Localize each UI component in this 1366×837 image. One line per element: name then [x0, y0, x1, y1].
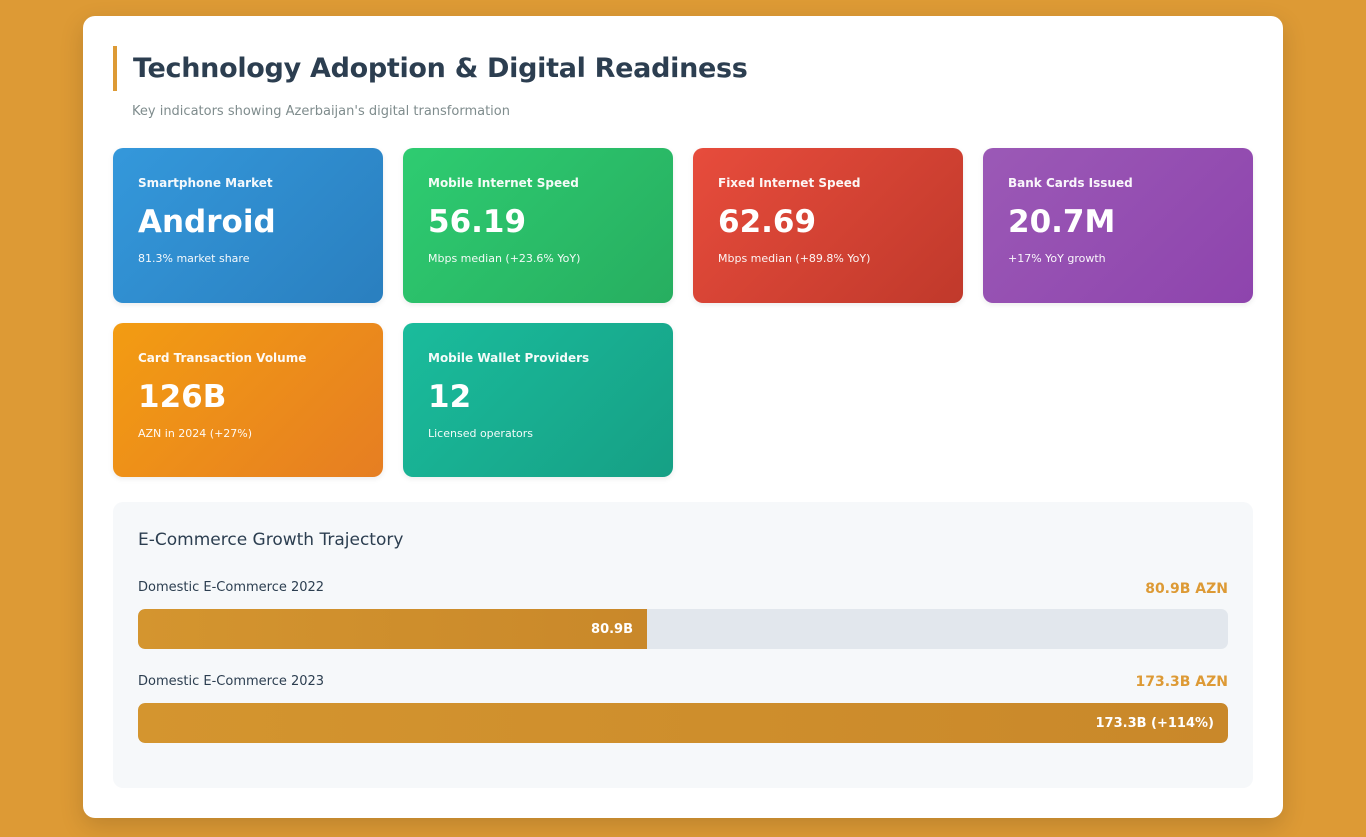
- stat-card-bank-cards-issued: Bank Cards Issued 20.7M +17% YoY growth: [983, 148, 1253, 303]
- ecommerce-section: E-Commerce Growth Trajectory Domestic E-…: [113, 502, 1253, 788]
- stat-value: 12: [428, 379, 472, 415]
- stat-label: Card Transaction Volume: [138, 351, 307, 365]
- bar-label: 80.9B: [591, 621, 634, 637]
- stat-card-mobile-wallet-providers: Mobile Wallet Providers 12 Licensed oper…: [403, 323, 673, 477]
- stat-label: Bank Cards Issued: [1008, 176, 1133, 190]
- dashboard-panel: Technology Adoption & Digital Readiness …: [83, 16, 1283, 818]
- progress-track: 80.9B: [138, 609, 1228, 649]
- ecommerce-2023-label: Domestic E-Commerce 2023: [138, 674, 325, 689]
- stat-label: Mobile Wallet Providers: [428, 351, 590, 365]
- stat-note: Mbps median (+23.6% YoY): [428, 252, 581, 265]
- stat-label: Fixed Internet Speed: [718, 176, 861, 190]
- stat-value: 20.7M: [1008, 204, 1116, 240]
- stat-note: Mbps median (+89.8% YoY): [718, 252, 871, 265]
- ecommerce-2022-label: Domestic E-Commerce 2022: [138, 580, 325, 595]
- progress-fill-2022: 80.9B: [138, 609, 648, 649]
- progress-fill-2023: 173.3B (+114%): [138, 703, 1228, 743]
- stat-value: Android: [138, 204, 276, 240]
- stat-value: 126B: [138, 379, 227, 415]
- stat-value: 56.19: [428, 204, 527, 240]
- stat-note: Licensed operators: [428, 427, 533, 440]
- stat-label: Smartphone Market: [138, 176, 273, 190]
- page-title: Technology Adoption & Digital Readiness: [133, 53, 748, 84]
- stat-card-card-transaction-volume: Card Transaction Volume 126B AZN in 2024…: [113, 323, 383, 477]
- section-title: E-Commerce Growth Trajectory: [138, 530, 404, 550]
- stat-note: 81.3% market share: [138, 252, 250, 265]
- stat-note: +17% YoY growth: [1008, 252, 1106, 265]
- bar-label: 173.3B (+114%): [1095, 715, 1215, 731]
- stat-value: 62.69: [718, 204, 817, 240]
- page-header: Technology Adoption & Digital Readiness: [113, 46, 748, 91]
- stat-note: AZN in 2024 (+27%): [138, 427, 253, 440]
- stat-card-smartphone-market: Smartphone Market Android 81.3% market s…: [113, 148, 383, 303]
- progress-track: 173.3B (+114%): [138, 703, 1228, 743]
- ecommerce-2023-amount: 173.3B AZN: [1135, 674, 1228, 690]
- stat-label: Mobile Internet Speed: [428, 176, 579, 190]
- stat-card-fixed-internet-speed: Fixed Internet Speed 62.69 Mbps median (…: [693, 148, 963, 303]
- stat-card-mobile-internet-speed: Mobile Internet Speed 56.19 Mbps median …: [403, 148, 673, 303]
- ecommerce-2022-amount: 80.9B AZN: [1145, 581, 1228, 597]
- page-subtitle: Key indicators showing Azerbaijan's digi…: [132, 104, 510, 119]
